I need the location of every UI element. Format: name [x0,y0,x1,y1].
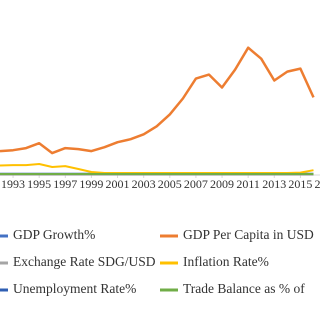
legend-label: Unemployment Rate% [13,281,136,296]
x-tick-label: 1999 [79,177,103,191]
x-tick-label: 2003 [132,177,156,191]
legend-label: GDP Growth% [13,227,95,242]
x-tick-label: 2009 [210,177,234,191]
series-line [0,163,314,174]
legend-label: Trade Balance as % of [183,281,305,296]
x-tick-label: 1997 [53,177,77,191]
x-tick-label: 2013 [262,177,286,191]
x-tick-label: 2005 [158,177,182,191]
legend-label: GDP Per Capita in USD [183,227,314,242]
legend-label: Inflation Rate% [183,254,269,269]
legend-label: Exchange Rate SDG/USD [13,254,156,269]
x-tick-label: 1993 [1,177,25,191]
x-tick-label: 2011 [236,177,260,191]
x-tick-label: 2015 [288,177,312,191]
series-line [0,46,315,155]
x-tick-label: 2001 [106,177,130,191]
x-tick-label: 2017 [315,177,320,191]
x-tick-label: 2007 [184,177,208,191]
x-tick-label: 1995 [27,177,51,191]
